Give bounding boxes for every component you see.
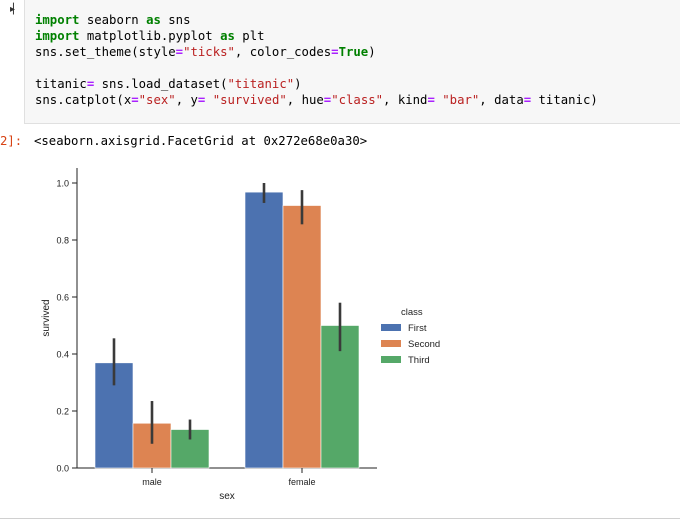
- code-line: [35, 60, 598, 76]
- code-token: sns.set_theme(style: [35, 45, 176, 59]
- output-text: <seaborn.axisgrid.FacetGrid at 0x272e68e…: [34, 134, 368, 148]
- run-cell-icon[interactable]: ▸▏: [10, 4, 21, 15]
- code-token: , data: [479, 93, 524, 107]
- code-token: import: [35, 29, 80, 43]
- code-cell-input[interactable]: import seaborn as sns import matplotlib.p…: [24, 0, 680, 124]
- code-token: , kind: [383, 93, 428, 107]
- bar-female-first: [244, 191, 284, 469]
- code-token: "titanic": [227, 77, 295, 91]
- cell-divider: [0, 518, 680, 519]
- y-tick-label: 0.0: [56, 464, 69, 474]
- code-line: sns.catplot(x="sex", y= "survived", hue=…: [35, 92, 598, 108]
- code-token: titanic: [35, 77, 87, 91]
- y-tick-label: 1.0: [56, 179, 69, 189]
- legend-swatch-second: [381, 340, 401, 347]
- code-line: sns.set_theme(style="ticks", color_codes…: [35, 44, 598, 60]
- legend-label-first: First: [408, 323, 427, 334]
- code-token: =: [523, 93, 532, 107]
- code-token: sns.catplot(x: [35, 93, 132, 107]
- legend-label-third: Third: [408, 355, 430, 366]
- code-token: ): [368, 45, 376, 59]
- code-token: =: [331, 45, 339, 59]
- code-token: , y: [175, 93, 198, 107]
- code-token: =: [197, 93, 206, 107]
- code-token: seaborn: [79, 13, 147, 27]
- code-token: plt: [234, 29, 265, 43]
- code-token: =: [175, 45, 184, 59]
- code-token: "bar": [442, 93, 480, 107]
- x-tick-label: male: [142, 477, 162, 487]
- code-token: matplotlib.pyplot: [79, 29, 221, 43]
- code-token: titanic): [531, 93, 598, 107]
- code-token: =: [323, 93, 332, 107]
- bar-female-second: [282, 205, 322, 469]
- code-token: as: [146, 13, 161, 27]
- legend-swatch-first: [381, 324, 401, 331]
- code-token: sns.load_dataset(: [94, 77, 228, 91]
- code-line: import matplotlib.pyplot as plt: [35, 28, 598, 44]
- code-editor[interactable]: import seaborn as sns import matplotlib.p…: [35, 12, 598, 108]
- code-token: [205, 93, 212, 107]
- y-tick-label: 0.2: [56, 407, 69, 417]
- code-token: =: [427, 93, 435, 107]
- code-token: , hue: [286, 93, 324, 107]
- code-token: "ticks": [183, 45, 235, 59]
- y-tick-label: 0.8: [56, 236, 69, 246]
- code-token: as: [220, 29, 235, 43]
- code-token: =: [86, 77, 95, 91]
- legend-swatch-third: [381, 356, 401, 363]
- code-token: , color_codes: [234, 45, 332, 59]
- code-token: "survived": [212, 93, 287, 107]
- y-axis-label: survived: [41, 299, 52, 336]
- code-token: =: [131, 93, 139, 107]
- code-token: "class": [331, 93, 384, 107]
- x-axis-label: sex: [219, 491, 235, 502]
- y-tick-label: 0.4: [56, 350, 69, 360]
- code-line: import seaborn as sns: [35, 12, 598, 28]
- code-line: titanic= sns.load_dataset("titanic"): [35, 76, 598, 92]
- legend-title: class: [401, 307, 423, 318]
- code-token: ): [294, 77, 302, 91]
- catplot-chart: 0.0 0.2 0.4 0.6 0.8 1.0 male female sex survived c…: [41, 168, 440, 502]
- code-token: import: [35, 13, 80, 27]
- legend-label-second: Second: [408, 339, 440, 350]
- y-tick-label: 0.6: [56, 293, 69, 303]
- code-token: sns: [160, 13, 191, 27]
- output-prompt: 2]:: [0, 134, 23, 148]
- x-tick-label: female: [288, 477, 315, 487]
- code-token: True: [338, 45, 369, 59]
- code-token: "sex": [138, 93, 176, 107]
